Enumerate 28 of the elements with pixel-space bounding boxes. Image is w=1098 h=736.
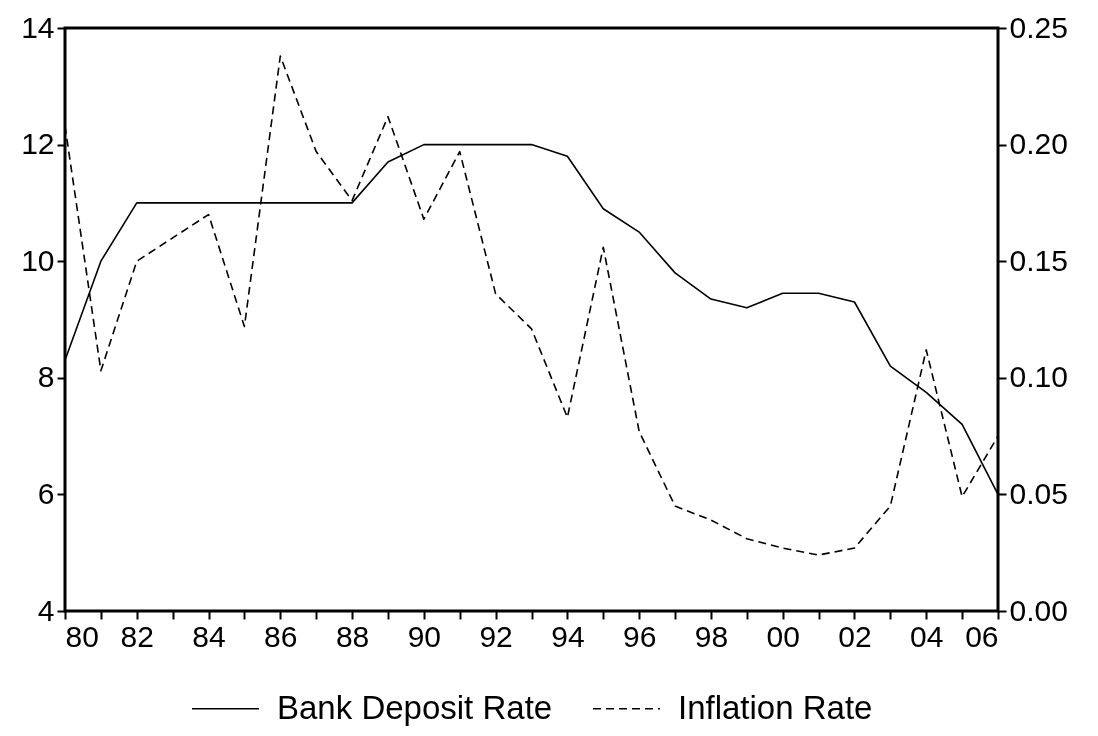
y2-tick-label: 0.20	[1009, 127, 1068, 161]
x-tick-label: 92	[479, 619, 513, 653]
y-tick-label: 6	[37, 476, 55, 510]
x-tick-label: 02	[838, 619, 872, 653]
y2-tick-label: 0.10	[1009, 360, 1068, 394]
x-tick-label: 86	[264, 619, 298, 653]
x-tick-label: 06	[965, 619, 999, 653]
y-tick-label: 4	[37, 593, 55, 627]
x-tick-label: 00	[766, 619, 800, 653]
x-tick-label: 82	[120, 619, 154, 653]
y-tick-label: 8	[37, 360, 55, 394]
y2-tick-label: 0.05	[1009, 476, 1068, 510]
y2-tick-label: 0.15	[1009, 243, 1068, 277]
y-tick-label: 10	[21, 243, 55, 277]
x-tick-label: 88	[335, 619, 370, 653]
y-tick-label: 12	[21, 127, 55, 161]
y2-tick-label: 0.00	[1009, 593, 1068, 627]
x-tick-label: 84	[192, 619, 226, 653]
y2-tick-label: 0.25	[1009, 10, 1068, 44]
x-tick-label: 80	[65, 619, 99, 653]
x-tick-label: 04	[910, 619, 944, 653]
x-tick-label: 94	[551, 619, 585, 653]
y-tick-label: 14	[21, 10, 55, 44]
legend-label: Bank Deposit Rate	[277, 688, 553, 726]
x-tick-label: 96	[622, 619, 657, 653]
x-tick-label: 98	[694, 619, 729, 653]
x-tick-label: 90	[407, 619, 442, 653]
legend-label: Inflation Rate	[678, 688, 873, 726]
